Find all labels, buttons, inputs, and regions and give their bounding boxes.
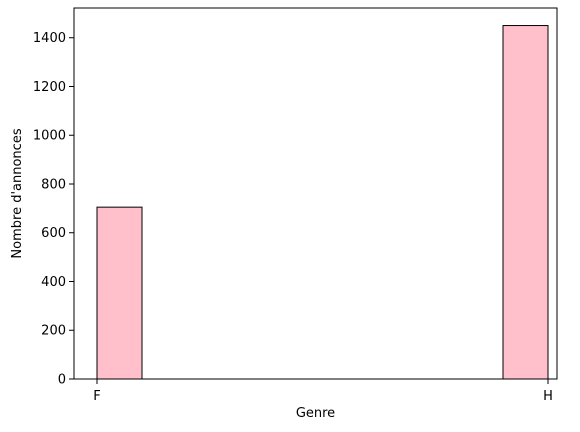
y-tick-label: 200: [41, 324, 66, 339]
y-tick-label: 1000: [33, 129, 66, 144]
x-axis-label: Genre: [296, 406, 335, 421]
y-tick-label: 600: [41, 226, 66, 241]
bars-group: [96, 25, 549, 380]
y-tick-label: 1200: [33, 80, 66, 95]
y-axis-ticks: 0 200 400 600 800 1000 1200 1400: [33, 31, 74, 388]
bar-H: [502, 25, 549, 380]
y-tick-label: 800: [41, 177, 66, 192]
x-tick-label-H: H: [543, 389, 553, 404]
y-tick-label: 0: [58, 373, 66, 388]
y-axis-label: Nombre d'annonces: [10, 128, 25, 258]
plot-frame: [73, 7, 558, 380]
y-tick-label: 400: [41, 275, 66, 290]
bar-F: [96, 206, 143, 380]
x-tick-label-F: F: [93, 389, 100, 404]
y-tick-label: 1400: [33, 31, 66, 46]
